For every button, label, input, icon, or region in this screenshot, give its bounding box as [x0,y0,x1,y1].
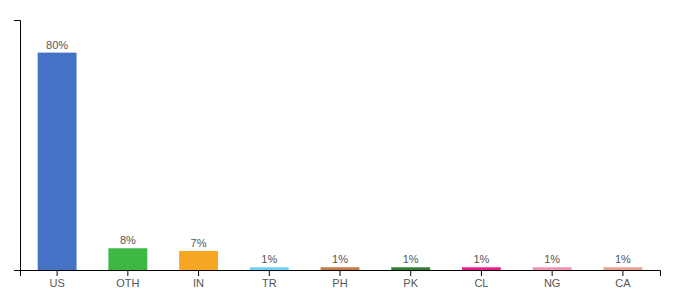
data-label: 1% [473,253,489,265]
x-tick-label: CL [474,277,488,289]
x-tick-mark [269,270,270,276]
x-tick-label: IN [193,277,204,289]
x-tick-label: PK [403,277,418,289]
chart-container: US OTH IN TR PH PK CL NG CA 80% 8% 7% 1% 1% 1% 1% 1% 1% [0,0,680,300]
data-label: 1% [544,253,560,265]
bar [533,267,572,270]
data-label: 1% [261,253,277,265]
bar [462,267,501,270]
data-label: 1% [332,253,348,265]
bars [38,53,643,270]
x-tick: TR [262,270,277,289]
bar [391,267,430,270]
x-tick: NG [544,270,561,289]
plot: US OTH IN TR PH PK CL NG CA 80% 8% 7% 1% 1% 1% 1% 1% 1% [14,21,661,289]
x-tick: OTH [116,270,139,289]
x-tick-label: OTH [116,277,139,289]
x-tick-mark [622,270,623,276]
x-tick-label: US [49,277,64,289]
x-tick-label: NG [544,277,561,289]
bar [321,267,360,270]
data-label: 1% [615,253,631,265]
data-labels: 80% 8% 7% 1% 1% 1% 1% 1% 1% [46,39,631,266]
bar [603,267,642,270]
x-tick-mark [481,270,482,276]
x-axis: US OTH IN TR PH PK CL NG CA [21,270,661,289]
x-tick-mark [57,270,58,276]
x-tick-mark [410,270,411,276]
x-tick-mark [127,270,128,276]
x-tick: CL [474,270,488,289]
x-axis-line [21,271,661,277]
x-tick: PK [403,270,418,289]
x-tick: IN [193,270,204,289]
chart-svg: US OTH IN TR PH PK CL NG CA 80% 8% 7% 1% 1% 1% 1% 1% 1% [0,0,680,300]
bar [38,53,77,270]
bar [179,251,218,270]
x-tick-label: TR [262,277,277,289]
x-tick-label: PH [332,277,347,289]
y-axis [14,21,21,271]
x-tick-mark [340,270,341,276]
data-label: 7% [191,237,207,249]
x-tick: CA [615,270,631,289]
x-tick: US [49,270,64,289]
y-axis-line [14,21,21,271]
x-tick-mark [552,270,553,276]
x-tick: PH [332,270,347,289]
bar [108,248,147,270]
x-tick-mark [198,270,199,276]
data-label: 1% [403,253,419,265]
data-label: 80% [46,39,68,51]
bar [250,267,289,270]
x-tick-label: CA [615,277,631,289]
data-label: 8% [120,234,136,246]
